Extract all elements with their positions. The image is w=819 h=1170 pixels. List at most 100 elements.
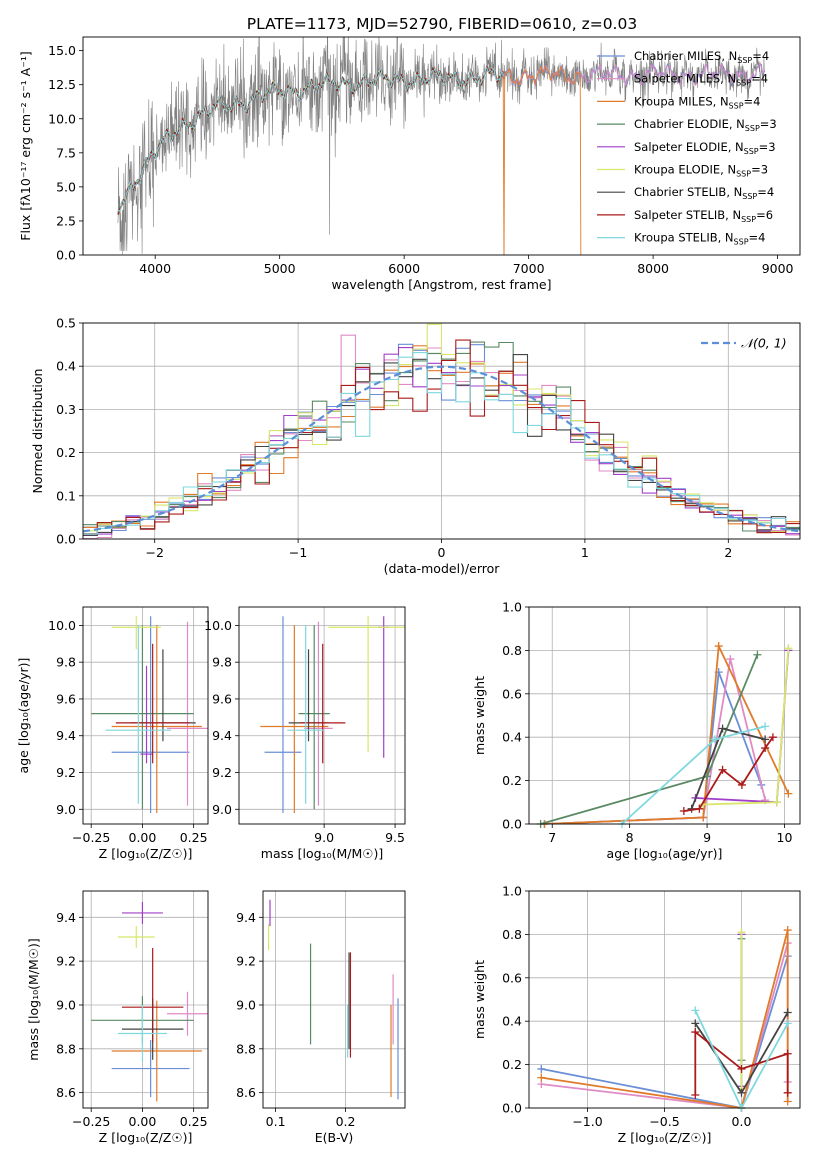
y-tick-label: 0.4 xyxy=(502,1014,522,1029)
y-tick-label: 9.0 xyxy=(212,802,232,817)
weight-line-chabrier-miles xyxy=(541,955,789,1108)
y-tick-label: 9.4 xyxy=(56,728,76,743)
y-axis-label: mass [log₁₀(M/M☉)] xyxy=(26,938,41,1060)
legend-label: Chabrier MILES, NSSP=4 xyxy=(634,49,769,65)
weight-marker-chabrier-miles xyxy=(537,1064,546,1073)
x-tick-label: 9.0 xyxy=(314,830,334,845)
x-tick-label: 0.25 xyxy=(180,1114,208,1129)
weight-marker-chabrier-stelib xyxy=(737,1088,746,1097)
mass-vs-metallicity-panel: −0.25 0.00 0.25 8.6 8.8 9.0 9.2 9.4 Z [log₁₀(Z/Z… xyxy=(26,890,209,1145)
legend-label-tail: =4 xyxy=(757,185,774,199)
legend-label: Kroupa STELIB, NSSP=4 xyxy=(634,231,765,247)
weight-marker-chabrier-stelib xyxy=(718,724,727,733)
legend-label-tail: =4 xyxy=(744,94,761,108)
x-tick-label: 9 xyxy=(703,830,711,845)
y-tick-label: 0.0 xyxy=(502,1101,522,1116)
y-tick-label: 8.8 xyxy=(56,1041,76,1056)
y-tick-label: 2.5 xyxy=(56,213,76,228)
y-axis-label: Normed distribution xyxy=(30,369,45,494)
weight-marker-salpeter-stelib xyxy=(737,780,746,789)
y-tick-label: 9.4 xyxy=(212,728,232,743)
legend-label: Salpeter MILES, NSSP=4 xyxy=(634,72,768,88)
weight-marker-chabrier-elodie xyxy=(753,650,762,659)
legend-label-main: Kroupa ELODIE, N xyxy=(634,163,736,177)
mass-weight-vs-age-panel: 7 8 9 10 0.0 0.2 0.4 0.6 0.8 1.0 age [log₁₀(age/yr… xyxy=(472,600,801,861)
weight-marker-chabrier-stelib xyxy=(691,1019,700,1028)
legend-label-sub: SSP xyxy=(744,147,759,156)
legend-label-sub: SSP xyxy=(734,238,749,247)
weight-marker-kroupa-miles xyxy=(714,642,723,651)
x-axis-label: Z [log₁₀(Z/Z☉)] xyxy=(99,1130,193,1145)
x-tick-label: −0.5 xyxy=(649,1114,679,1129)
x-tick-label: 7000 xyxy=(513,261,545,276)
y-tick-label: 9.0 xyxy=(56,997,76,1012)
y-tick-label: 9.4 xyxy=(56,910,76,925)
legend-label-sub: SSP xyxy=(745,124,760,133)
weight-marker-salpeter-miles xyxy=(726,655,735,664)
y-tick-label: 0.2 xyxy=(56,445,76,460)
weight-marker-kroupa-elodie xyxy=(772,798,781,807)
y-tick-label: 9.4 xyxy=(236,910,256,925)
y-tick-label: 1.0 xyxy=(502,600,522,615)
legend-label: Kroupa MILES, NSSP=4 xyxy=(634,94,760,110)
weight-marker-kroupa-stelib xyxy=(710,735,719,744)
y-tick-label: 5.0 xyxy=(56,179,76,194)
y-tick-label: 0.0 xyxy=(56,532,76,547)
axes-frame xyxy=(528,606,801,825)
x-tick-label: 5000 xyxy=(264,261,296,276)
y-tick-label: 12.5 xyxy=(48,77,76,92)
x-tick-label: 0.1 xyxy=(266,1114,286,1129)
age-vs-metallicity-panel: −0.25 0.00 0.25 9.0 9.2 9.4 9.6 9.8 10.0 Z [log₁₀… xyxy=(16,606,209,861)
x-axis-label: (data-model)/error xyxy=(384,561,501,576)
y-tick-label: 0.0 xyxy=(502,817,522,832)
x-axis-label: E(B-V) xyxy=(315,1130,354,1145)
axes-frame xyxy=(82,36,801,256)
legend-label-main: Chabrier MILES, N xyxy=(634,49,737,63)
weight-marker-salpeter-stelib xyxy=(691,1090,700,1099)
weight-marker-kroupa-stelib xyxy=(761,722,770,731)
y-tick-label: 15.0 xyxy=(48,43,76,58)
x-tick-label: 7 xyxy=(548,830,556,845)
y-tick-label: 9.6 xyxy=(56,691,76,706)
y-tick-label: 0.4 xyxy=(56,359,76,374)
weight-line-kroupa-miles xyxy=(544,642,790,824)
x-tick-label: −2 xyxy=(145,545,163,560)
y-tick-label: 8.8 xyxy=(236,1041,256,1056)
x-tick-label: 8000 xyxy=(637,261,669,276)
legend-label-tail: =4 xyxy=(749,231,766,245)
y-tick-label: 0.6 xyxy=(502,970,522,985)
y-axis-label: mass weight xyxy=(472,676,487,755)
x-axis-label: wavelength [Angstrom, rest frame] xyxy=(331,277,551,292)
legend-label-main: Kroupa MILES, N xyxy=(634,94,729,108)
y-tick-label: 0.3 xyxy=(56,402,76,417)
mass-vs-extinction-panel: 0.1 0.2 8.6 8.8 9.0 9.2 9.4 E(B-V) xyxy=(236,890,406,1145)
x-tick-label: 8 xyxy=(626,830,634,845)
y-tick-label: 0.6 xyxy=(502,686,522,701)
legend-label: 𝒩(0, 1) xyxy=(741,336,787,351)
y-tick-label: 9.2 xyxy=(56,954,76,969)
x-tick-label: 2 xyxy=(724,545,732,560)
x-tick-label: 0.2 xyxy=(336,1114,356,1129)
legend-label-sub: SSP xyxy=(736,170,751,179)
legend-label-tail: =6 xyxy=(756,208,773,222)
legend-label-main: Salpeter STELIB, N xyxy=(634,208,741,222)
weight-line-chabrier-miles xyxy=(544,671,763,824)
y-tick-label: 0.2 xyxy=(502,773,522,788)
x-tick-label: −1.0 xyxy=(572,1114,602,1129)
x-tick-label: 9000 xyxy=(762,261,794,276)
weight-marker-chabrier-stelib xyxy=(761,735,770,744)
weight-marker-salpeter-stelib xyxy=(783,1088,792,1097)
figure-title: PLATE=1173, MJD=52790, FIBERID=0610, z=0… xyxy=(247,15,637,33)
legend-label-tail: =4 xyxy=(752,49,769,63)
x-axis-label: mass [log₁₀(M/M☉)] xyxy=(261,846,383,861)
x-tick-label: −0.25 xyxy=(72,830,110,845)
weight-marker-kroupa-miles xyxy=(537,1073,546,1082)
x-tick-label: 9.5 xyxy=(385,830,405,845)
y-tick-label: 10.0 xyxy=(48,618,76,633)
legend-label-main: Salpeter MILES, N xyxy=(634,72,736,86)
y-tick-label: 9.2 xyxy=(56,765,76,780)
weight-marker-salpeter-stelib xyxy=(718,765,727,774)
weight-marker-salpeter-stelib xyxy=(761,744,770,753)
y-tick-label: 0.4 xyxy=(502,730,522,745)
